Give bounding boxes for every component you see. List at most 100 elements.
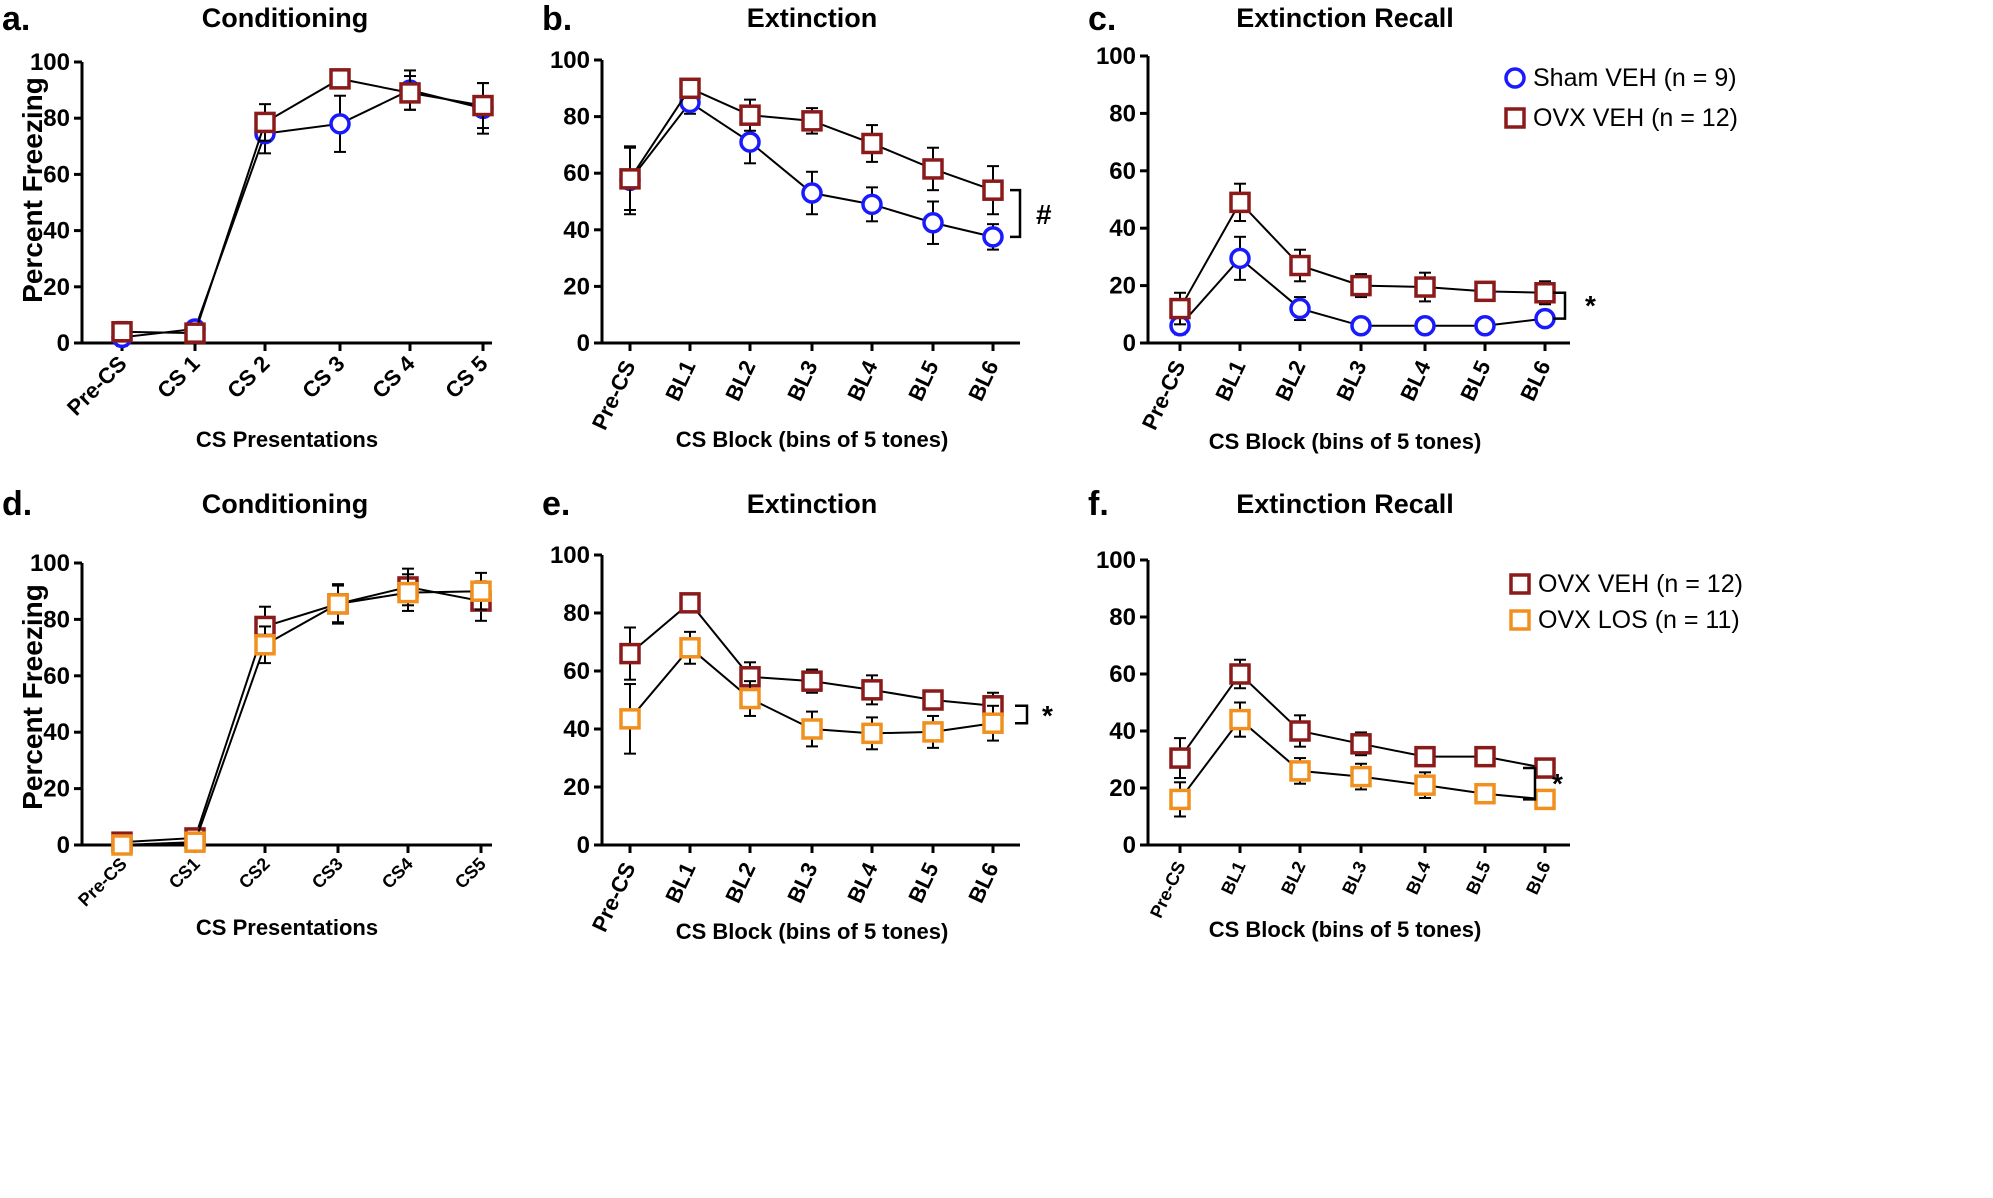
x-tick-label: BL3 <box>782 357 822 405</box>
y-tick-label: 60 <box>1109 158 1136 185</box>
data-point-square <box>861 679 883 701</box>
x-axis-label: CS Block (bins of 5 tones) <box>676 427 949 452</box>
data-point-square <box>399 82 421 104</box>
y-tick-label: 40 <box>563 217 590 244</box>
data-point-circle <box>982 226 1004 248</box>
y-tick-label: 80 <box>563 600 590 627</box>
series-ovx-veh <box>1169 658 1556 780</box>
data-point-square <box>1414 745 1436 768</box>
series-ovx-veh <box>1169 182 1556 326</box>
y-tick-label: 100 <box>30 49 70 76</box>
series-ovx-veh <box>111 68 494 344</box>
panel-title: Extinction Recall <box>1236 489 1454 519</box>
x-tick-label: Pre-CS <box>587 859 641 936</box>
data-point-square <box>739 104 761 126</box>
data-point-square <box>801 110 823 132</box>
data-point-square <box>1474 745 1496 768</box>
data-point-circle <box>739 131 761 153</box>
panel-letter: f. <box>1088 485 1109 523</box>
data-point-square <box>1350 274 1372 297</box>
panel-title: Extinction <box>747 3 878 33</box>
significance-bracket: * <box>1015 700 1053 731</box>
data-point-square <box>1474 782 1496 805</box>
y-tick-label: 100 <box>30 550 70 577</box>
data-point-square <box>1229 663 1251 685</box>
data-point-square <box>922 689 944 711</box>
series-ovx-veh <box>619 77 1004 216</box>
data-point-square <box>1474 280 1496 303</box>
data-point-square <box>619 642 641 665</box>
data-point-square <box>982 179 1004 201</box>
x-tick-label: BL2 <box>1277 858 1310 897</box>
x-tick-label: BL6 <box>963 357 1003 405</box>
x-tick-label: BL1 <box>1210 357 1250 405</box>
y-tick-label: 100 <box>1096 43 1136 70</box>
y-tick-label: 40 <box>43 218 70 245</box>
chart-panel-e: e. Extinction 0 20 40 60 80 100 Pre-CS BL1 BL2 BL3 B… <box>542 485 1053 944</box>
y-tick-label: 60 <box>1109 661 1136 688</box>
data-point-circle <box>1289 297 1311 320</box>
series-ovx-veh <box>619 592 1004 720</box>
series-sham-veh <box>111 69 494 349</box>
x-tick-label: Pre-CS <box>1146 858 1189 921</box>
y-tick-label: 100 <box>550 47 590 74</box>
data-point-square <box>397 581 419 604</box>
chart-panel-c: c. Extinction Recall 0 20 40 60 80 100 Pre-CS BL1… <box>1088 0 1738 454</box>
significance-bracket: * <box>1553 290 1596 321</box>
x-tick-label: CS1 <box>165 854 204 893</box>
y-tick-label: 80 <box>563 104 590 131</box>
x-tick-label: BL5 <box>903 357 943 405</box>
y-tick-label: 80 <box>1109 100 1136 127</box>
x-axis-label: CS Block (bins of 5 tones) <box>676 919 949 944</box>
x-tick-label: BL3 <box>1338 858 1371 897</box>
legend: OVX VEH (n = 12) OVX LOS (n = 11) <box>1509 570 1743 634</box>
series-ovx-los <box>111 571 492 856</box>
y-tick-label: 0 <box>1123 330 1136 357</box>
x-axis-label: CS Presentations <box>196 427 378 452</box>
data-point-square <box>1289 254 1311 277</box>
y-tick-label: 0 <box>57 832 70 859</box>
x-tick-label: CS 5 <box>440 351 492 403</box>
data-point-square <box>679 637 701 659</box>
series-line <box>121 585 482 844</box>
series-line <box>121 590 482 846</box>
x-tick-label: BL4 <box>842 356 883 405</box>
data-point-square <box>861 132 883 155</box>
panel-letter: a. <box>2 0 30 38</box>
x-tick-label: CS 1 <box>152 351 204 403</box>
data-point-square <box>470 580 492 602</box>
x-tick-label: Pre-CS <box>74 854 131 911</box>
data-point-circle <box>1414 315 1436 337</box>
data-point-circle <box>1474 315 1496 337</box>
data-point-square <box>1169 788 1191 811</box>
data-point-square <box>1534 282 1556 304</box>
x-tick-label: BL5 <box>903 859 943 907</box>
y-tick-label: 80 <box>43 105 70 132</box>
data-point-square <box>327 593 349 615</box>
data-point-circle <box>1350 315 1372 337</box>
significance-marker: * <box>1552 768 1563 799</box>
x-tick-label: BL2 <box>1270 357 1310 405</box>
data-point-square <box>679 592 701 614</box>
significance-marker: * <box>1585 290 1596 321</box>
data-point-square <box>801 718 823 740</box>
legend-marker-circle <box>1504 67 1526 89</box>
data-point-square <box>254 634 276 656</box>
data-point-circle <box>1534 307 1556 330</box>
x-axis-label: CS Block (bins of 5 tones) <box>1209 429 1482 454</box>
legend-marker-square <box>1504 107 1526 129</box>
x-tick-label: CS 2 <box>222 351 274 403</box>
x-tick-label: BL6 <box>1522 858 1555 897</box>
y-tick-label: 20 <box>1109 775 1136 802</box>
y-tick-label: 100 <box>550 542 590 569</box>
legend: Sham VEH (n = 9) OVX VEH (n = 12) <box>1504 64 1738 132</box>
significance-bracket: * <box>1523 766 1563 801</box>
x-tick-label: CS2 <box>235 854 274 893</box>
y-tick-label: 40 <box>563 716 590 743</box>
x-tick-label: CS3 <box>308 854 347 893</box>
legend-marker-square <box>1509 573 1531 595</box>
series-line <box>121 77 484 335</box>
data-point-square <box>679 77 701 100</box>
significance-marker: # <box>1036 199 1052 230</box>
